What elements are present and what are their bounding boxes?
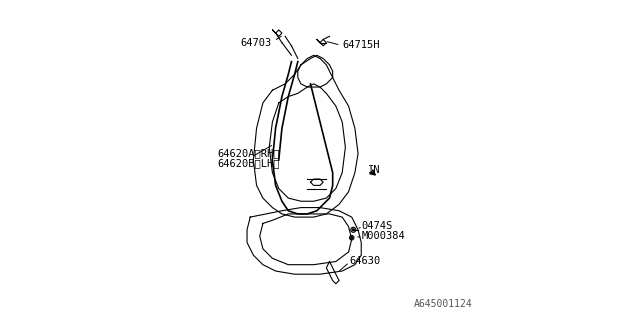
Text: IN: IN [367, 164, 380, 174]
Text: M000384: M000384 [362, 231, 406, 241]
Text: A645001124: A645001124 [413, 299, 472, 309]
Circle shape [353, 229, 355, 231]
Text: 64703: 64703 [241, 38, 272, 48]
Circle shape [351, 237, 353, 239]
Text: 0474S: 0474S [362, 221, 393, 231]
Text: 64620B〈LH〉: 64620B〈LH〉 [217, 158, 280, 168]
Text: 64630: 64630 [349, 256, 381, 266]
Text: 64620A〈RH〉: 64620A〈RH〉 [217, 149, 280, 159]
Text: 64715H: 64715H [342, 40, 380, 50]
